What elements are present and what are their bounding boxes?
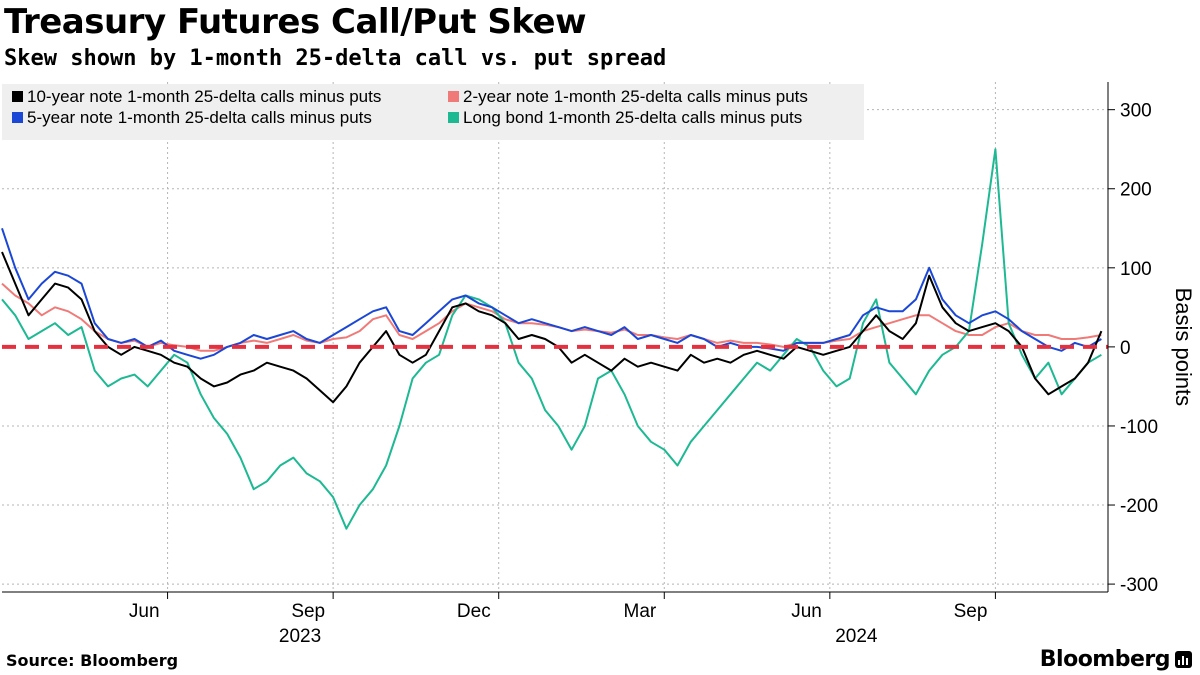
grid-lines (2, 82, 1108, 592)
series-line-long_bond (1, 148, 1102, 530)
chart-title: Treasury Futures Call/Put Skew (4, 2, 587, 42)
source-note: Source: Bloomberg (6, 651, 179, 670)
x-year-label: 2024 (835, 626, 878, 647)
y-tick-label: -300 (1120, 575, 1158, 596)
legend-label-ten_year: 10-year note 1-month 25-delta calls minu… (27, 87, 381, 106)
series-line-five_year (1, 227, 1102, 360)
legend-background (2, 84, 864, 140)
legend-label-five_year: 5-year note 1-month 25-delta calls minus… (27, 108, 372, 127)
brand-logo: Bloomberg (1039, 647, 1171, 672)
bloomberg-terminal-icon (1175, 651, 1192, 668)
y-axis-title: Basis points (1171, 288, 1196, 407)
legend-swatch-long_bond (448, 112, 459, 123)
chart-legend: 10-year note 1-month 25-delta calls minu… (2, 84, 864, 140)
y-tick-label: 200 (1120, 180, 1152, 201)
y-tick-label: 0 (1120, 338, 1131, 359)
y-tick-label: -200 (1120, 496, 1158, 517)
x-tick-label: Mar (624, 601, 657, 622)
legend-swatch-five_year (12, 112, 23, 123)
y-tick-label: 100 (1120, 259, 1152, 280)
x-tick-label: Dec (457, 601, 491, 622)
x-tick-label: Jun (791, 601, 822, 622)
x-tick-label: Sep (291, 601, 325, 622)
x-tick-label: Sep (954, 601, 988, 622)
series-lines (1, 148, 1103, 530)
legend-label-two_year: 2-year note 1-month 25-delta calls minus… (463, 87, 808, 106)
y-tick-label: 300 (1120, 101, 1152, 122)
x-year-label: 2023 (279, 626, 321, 647)
legend-swatch-ten_year (12, 91, 23, 102)
legend-label-long_bond: Long bond 1-month 25-delta calls minus p… (463, 108, 802, 127)
x-tick-label: Jun (129, 601, 160, 622)
chart-subtitle: Skew shown by 1-month 25-delta call vs. … (4, 46, 667, 71)
legend-swatch-two_year (448, 91, 459, 102)
y-tick-label: -100 (1120, 417, 1158, 438)
series-line-ten_year (1, 251, 1103, 404)
chart-axes: 300 200 100 0 -100 -200 -300 Jun Sep Dec Mar Jun Sep… (2, 82, 1196, 647)
